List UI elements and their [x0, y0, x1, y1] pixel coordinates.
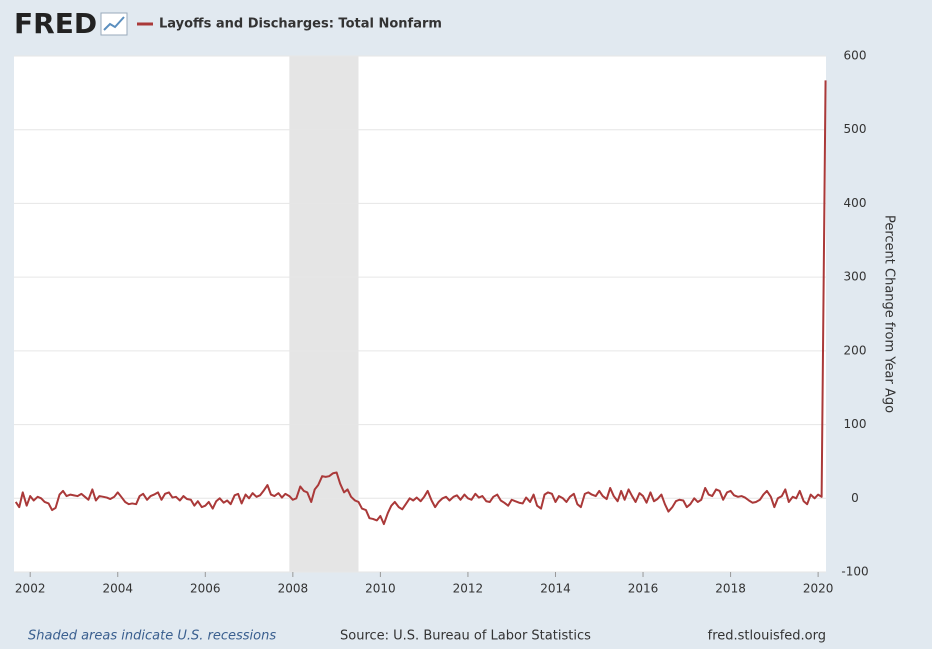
plot-area	[14, 56, 826, 572]
x-tick-label: 2018	[715, 582, 746, 596]
x-tick-label: 2010	[365, 582, 396, 596]
y-tick-label: 300	[844, 270, 867, 284]
y-tick-label: 600	[844, 49, 867, 63]
logo: FRED	[14, 7, 97, 40]
y-tick-label: 0	[851, 491, 859, 505]
x-tick-label: 2012	[453, 582, 484, 596]
y-tick-label: 100	[844, 417, 867, 431]
recession-band	[289, 56, 359, 572]
y-tick-label: 400	[844, 196, 867, 210]
x-tick-label: 2020	[803, 582, 834, 596]
y-tick-label: 200	[844, 343, 867, 357]
x-tick-label: 2008	[278, 582, 309, 596]
x-tick-label: 2004	[102, 582, 133, 596]
series-line	[14, 80, 827, 526]
recession-note[interactable]: Shaded areas indicate U.S. recessions	[28, 629, 276, 644]
y-axis-label: Percent Change from Year Ago	[882, 215, 897, 413]
x-tick-label: 2014	[540, 582, 571, 596]
x-tick-label: 2002	[15, 582, 46, 596]
y-tick-label: 500	[844, 122, 867, 136]
source: Source: U.S. Bureau of Labor Statistics	[340, 629, 591, 644]
legend-label: Layoffs and Discharges: Total Nonfarm	[159, 17, 442, 32]
x-tick-label: 2006	[190, 582, 221, 596]
site-link[interactable]: fred.stlouisfed.org	[708, 629, 826, 644]
y-tick-label: -100	[841, 565, 868, 579]
logo-icon	[100, 12, 128, 36]
x-tick-label: 2016	[628, 582, 659, 596]
